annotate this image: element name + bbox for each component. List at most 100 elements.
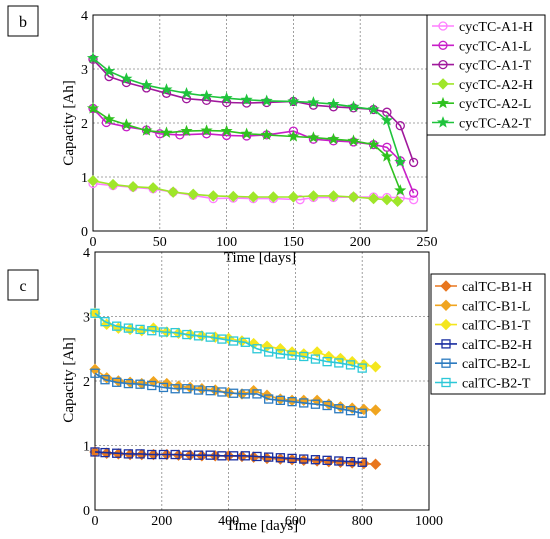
legend-swatch-marker [437, 78, 449, 90]
legend-label: calTC-B2-L [462, 357, 530, 372]
data-point [207, 190, 219, 202]
legend-swatch-marker [438, 21, 448, 31]
y-tick-label: 3 [83, 311, 90, 326]
data-point [369, 404, 382, 416]
legend-swatch-marker [436, 96, 450, 109]
series-cycTC-A1-L [88, 103, 419, 198]
data-point [112, 321, 122, 331]
data-point [391, 195, 404, 208]
data-point [369, 458, 382, 470]
data-point [135, 449, 145, 459]
series-cycTC-A2-L [86, 102, 407, 196]
series-cycTC-A2-H [87, 175, 404, 208]
legend-entry: cycTC-A2-H [432, 78, 533, 93]
data-point [100, 447, 110, 458]
data-point [380, 150, 394, 162]
data-point [200, 89, 213, 102]
data-point [357, 457, 367, 467]
data-point [184, 381, 196, 394]
series-cycTC-A1-T [88, 54, 419, 168]
y-tick-label: 1 [81, 171, 88, 186]
x-tick-label: 150 [283, 235, 304, 250]
data-point [345, 456, 356, 467]
data-point [147, 326, 157, 336]
data-point [408, 157, 419, 168]
panel-label-c: c [19, 278, 26, 295]
data-point [240, 337, 250, 347]
series-line [94, 451, 363, 464]
data-point [112, 448, 122, 458]
legend-entry: cycTC-A1-H [432, 20, 533, 35]
data-point [260, 128, 273, 140]
legend-label: calTC-B2-H [462, 338, 532, 353]
legend-swatch-marker [440, 318, 452, 331]
legend-entry: calTC-B1-H [435, 280, 532, 295]
data-point [275, 395, 286, 406]
data-point [102, 112, 116, 125]
legend-entry: cycTC-A1-T [432, 59, 532, 74]
series-calTC-B2-T [90, 308, 367, 373]
data-point [323, 350, 335, 363]
data-point [228, 451, 239, 461]
data-point [323, 455, 335, 468]
data-point [120, 118, 133, 130]
data-point [123, 323, 134, 333]
x-tick-label: 1000 [415, 514, 443, 529]
x-tick-label: 600 [285, 514, 306, 529]
data-point [346, 457, 358, 469]
legend-label: cycTC-A2-H [459, 78, 533, 93]
data-point [357, 363, 367, 373]
y-tick-label: 4 [81, 9, 88, 24]
data-point [357, 408, 367, 418]
data-point [196, 383, 208, 395]
data-point [395, 121, 405, 131]
y-tick-label: 2 [83, 375, 90, 390]
legend-entry: cycTC-A2-L [432, 96, 531, 112]
data-point [135, 324, 145, 335]
data-point [261, 340, 273, 352]
legend-entry: cycTC-A2-T [432, 116, 532, 132]
data-point [334, 456, 344, 466]
legend-c: calTC-B1-H calTC-B1-L calTC-B1-T calTC-B2-H… [435, 280, 532, 392]
data-point [408, 188, 419, 198]
x-tick-label: 800 [352, 514, 373, 529]
ticks-b: 0 50 100 150 200 250 0 1 2 3 4 [81, 9, 438, 250]
grid-c [95, 252, 429, 510]
data-point [240, 127, 253, 139]
data-point [158, 327, 169, 337]
data-point [299, 454, 309, 464]
data-point [127, 181, 139, 193]
x-tick-label: 200 [151, 514, 172, 529]
data-point [367, 138, 380, 150]
legend-swatch-marker [441, 377, 451, 388]
y-tick-label: 4 [83, 246, 90, 261]
data-point [170, 384, 180, 394]
data-point [247, 191, 260, 203]
legend-b: cycTC-A1-H cycTC-A1-L cycTC-A1-T cycTC-A2-H… [432, 20, 533, 132]
data-point [310, 354, 321, 364]
legend-label: calTC-B1-T [462, 319, 531, 334]
data-point [287, 396, 297, 407]
grid-b [93, 15, 427, 231]
series-calTC-B2-L [90, 368, 367, 418]
data-point [220, 124, 233, 137]
series-c [89, 307, 382, 470]
x-axis-label-b: Time [days] [224, 250, 296, 266]
data-point [160, 126, 173, 138]
data-point [380, 113, 394, 126]
data-point [327, 132, 340, 145]
data-point [287, 453, 297, 464]
data-point [252, 451, 262, 462]
data-point [147, 380, 157, 391]
legend-entry: calTC-B1-L [435, 299, 530, 314]
y-tick-label: 0 [83, 504, 90, 519]
y-axis-label-c: Capacity [Ah] [61, 337, 77, 422]
data-point [158, 449, 169, 460]
data-point [287, 191, 300, 203]
y-tick-label: 3 [81, 63, 88, 78]
data-point [228, 336, 239, 346]
data-point [107, 178, 119, 191]
legend-swatch-marker [441, 339, 451, 349]
data-point [182, 384, 192, 394]
data-point [140, 124, 153, 136]
